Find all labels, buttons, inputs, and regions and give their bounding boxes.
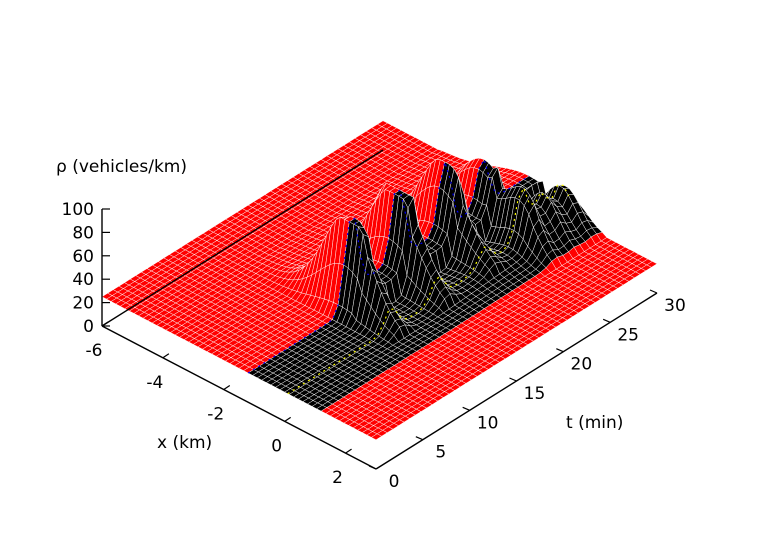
t-tick [649, 289, 658, 294]
tick-marks [101, 208, 658, 470]
z-tick-label: 100 [62, 200, 94, 220]
t-tick-label: 20 [571, 355, 593, 375]
t-tick [368, 465, 377, 470]
t-axis-label: t (min) [566, 413, 623, 433]
t-tick [462, 406, 470, 411]
x-tick [101, 321, 109, 327]
t-tick-label: 5 [435, 443, 446, 463]
t-tick-label: 15 [524, 384, 546, 404]
x-tick-label: -2 [207, 405, 224, 425]
t-tick-label: 0 [389, 472, 400, 492]
x-axis-label: x (km) [157, 433, 212, 453]
t-tick [602, 318, 611, 323]
z-tick-label: 80 [72, 223, 94, 243]
x-tick-label: 2 [332, 468, 343, 488]
surface-cell [370, 433, 383, 441]
z-axis-label: ρ (vehicles/km) [56, 157, 187, 177]
z-tick-label: 60 [72, 247, 94, 267]
t-tick [415, 436, 424, 441]
t-tick-label: 30 [664, 296, 686, 316]
x-tick [223, 385, 231, 391]
x-axis [101, 325, 377, 470]
density-surface [101, 120, 658, 441]
x-tick [345, 448, 352, 454]
back-edge [101, 149, 384, 327]
x-tick [162, 353, 170, 359]
z-tick-label: 0 [83, 317, 94, 337]
t-tick [509, 377, 517, 382]
front-trace [247, 158, 530, 374]
t-tick [556, 348, 564, 353]
x-tick [284, 416, 291, 422]
x-tick-label: -4 [146, 373, 163, 393]
front-trace [287, 184, 570, 395]
z-tick-label: 20 [72, 294, 94, 314]
t-tick-label: 10 [477, 413, 499, 433]
t-tick-label: 25 [617, 325, 639, 345]
z-tick-label: 40 [72, 270, 94, 290]
x-tick-label: -6 [86, 341, 103, 361]
x-tick-label: 0 [271, 436, 282, 456]
